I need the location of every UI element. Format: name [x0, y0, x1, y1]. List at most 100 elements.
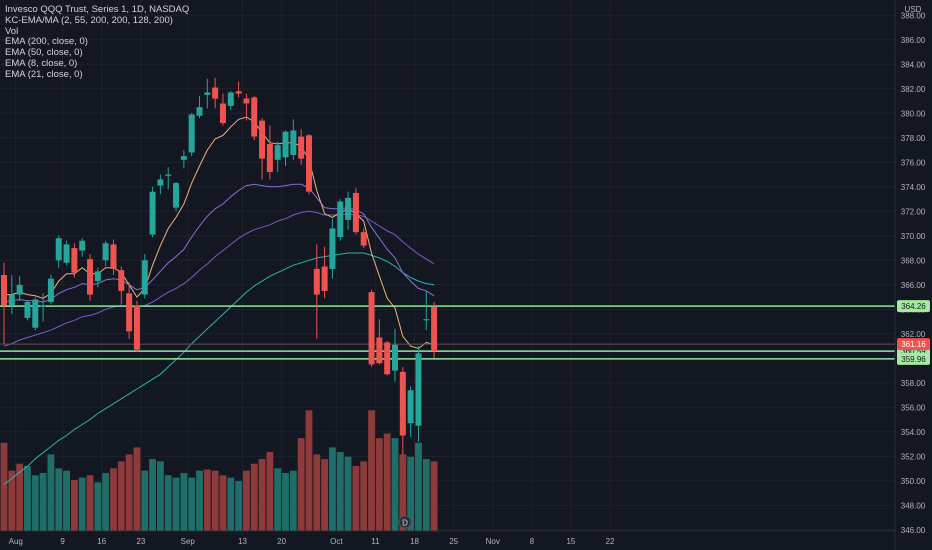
candle-body [219, 103, 226, 124]
price-tick-label: 346.00 [901, 526, 926, 535]
candle-body [188, 114, 195, 153]
candle [298, 129, 305, 165]
ema8-line [4, 116, 435, 350]
volume-bar [407, 456, 415, 531]
legend-title[interactable]: Invesco QQQ Trust, Series 1, 1D, NASDAQ [5, 4, 190, 15]
candle [431, 301, 438, 359]
candle [110, 239, 117, 276]
volume-bars [0, 410, 438, 531]
legend-ema50[interactable]: EMA (50, close, 0) [5, 47, 83, 59]
volume-bar [203, 469, 211, 531]
candle-body [16, 284, 23, 295]
candle [235, 81, 242, 98]
candle [219, 93, 226, 126]
volume-bar [391, 438, 399, 531]
price-tick-label: 386.00 [901, 36, 926, 45]
candle [227, 91, 234, 110]
candle [212, 77, 219, 109]
candle [368, 289, 375, 367]
volume-bar [383, 433, 391, 531]
time-tick-label: Nov [486, 537, 500, 546]
volume-bar [352, 466, 360, 531]
candle [423, 290, 430, 331]
legend-kc-ema[interactable]: KC-EMA/MA (2, 55, 200, 200, 128, 200) [5, 14, 173, 26]
volume-bar [258, 459, 266, 531]
candle-body [165, 174, 172, 176]
currency-label: USD [905, 5, 922, 14]
time-tick-label: Oct [330, 537, 343, 546]
level-price-tag: 364.26 [897, 300, 930, 313]
volume-bar [117, 461, 125, 531]
volume-bar [0, 442, 8, 531]
legend-vol[interactable]: Vol [5, 25, 19, 37]
time-axis-bg [0, 531, 932, 550]
legend-ema200[interactable]: EMA (200, close, 0) [5, 36, 88, 48]
last-price-tag: 361.16 [897, 338, 930, 351]
event-marker-circle [398, 515, 412, 529]
candle-body [360, 232, 367, 246]
candle [79, 238, 86, 257]
time-tick-label: 18 [410, 537, 419, 546]
candle-body [266, 143, 273, 173]
candle-body [321, 266, 328, 291]
volume-bar [305, 410, 313, 531]
price-tick-label: 370.00 [901, 232, 926, 241]
time-tick-label: Aug [9, 537, 23, 546]
last-price-tag-text: 361.16 [901, 340, 926, 349]
candle [8, 275, 15, 315]
candles [1, 77, 438, 456]
candle-body [149, 191, 156, 235]
candle [133, 300, 140, 353]
price-tick-label: 382.00 [901, 85, 926, 94]
price-tick-label: 380.00 [901, 109, 926, 118]
volume-bar [422, 459, 430, 531]
price-tick-label: 372.00 [901, 207, 926, 216]
level-price-tag-bg [897, 352, 930, 365]
volume-bar [243, 470, 250, 531]
candle-body [118, 270, 125, 291]
level-price-tag-bg [897, 300, 930, 313]
candle-body [329, 228, 336, 269]
candle-body [431, 306, 438, 351]
candle-body [368, 292, 375, 365]
price-levels [0, 305, 895, 360]
candle-body [212, 87, 219, 99]
candle-body [407, 390, 414, 424]
volume-bar [125, 454, 133, 531]
candle [196, 96, 203, 119]
volume-bar [196, 470, 203, 531]
candle [352, 188, 359, 235]
candle-body [227, 92, 234, 106]
candle-body [423, 319, 430, 321]
candle-body [392, 344, 398, 371]
level-price-tag-text: 360.59 [901, 347, 926, 356]
volume-bar [47, 454, 55, 531]
candle [321, 246, 328, 299]
time-axis: Aug 9 16 23 Sep 13 20 Oct 11 18 25 Nov 8 15 22 [9, 537, 615, 546]
candle-body [305, 135, 312, 192]
candle-body [126, 293, 133, 332]
volume-bar [360, 461, 368, 531]
volume-bar [188, 477, 196, 531]
volume-bar [219, 475, 227, 531]
candle [149, 186, 156, 238]
volume-bar [149, 459, 156, 531]
candle [71, 243, 78, 278]
time-tick-label: 20 [277, 537, 286, 546]
volume-bar [70, 479, 78, 531]
candle-body [345, 197, 352, 220]
candle-body [133, 305, 140, 350]
candle-body [63, 244, 70, 263]
candle-body [1, 275, 7, 306]
price-axis-bg [895, 0, 932, 550]
volume-bar [368, 410, 375, 531]
legend-ema21[interactable]: EMA (21, close, 0) [5, 68, 83, 80]
time-tick-label: Sep [181, 537, 196, 546]
candle [118, 266, 125, 305]
volume-bar [8, 470, 16, 531]
candle [282, 130, 289, 166]
candle-body [337, 201, 344, 238]
time-tick-label: 16 [97, 537, 106, 546]
legend-ema8[interactable]: EMA (8, close, 0) [5, 57, 78, 69]
